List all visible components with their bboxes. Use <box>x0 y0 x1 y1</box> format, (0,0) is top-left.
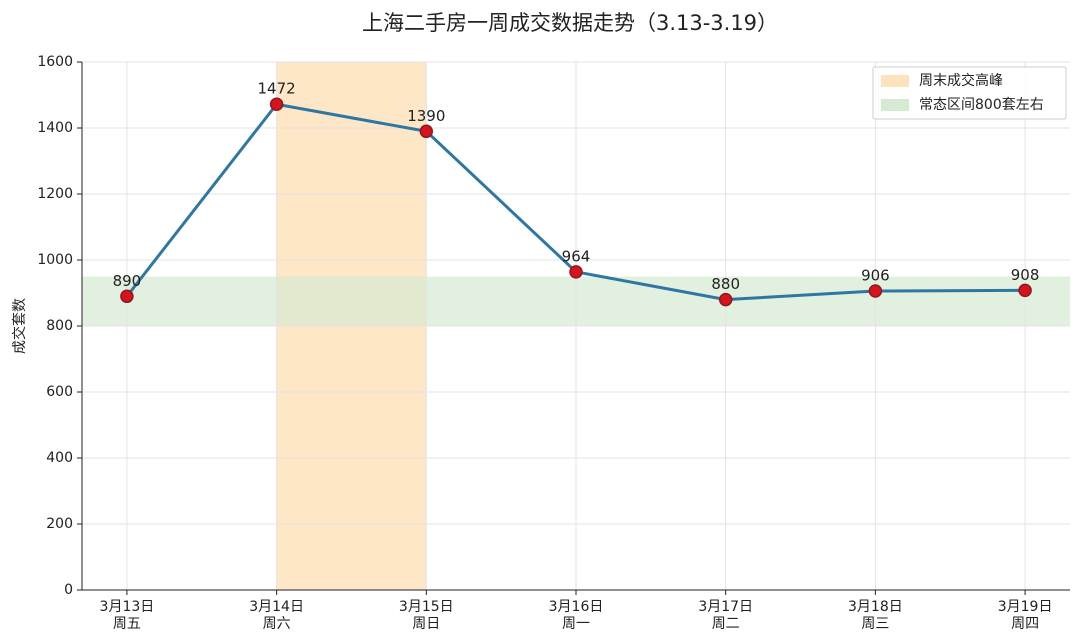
data-label: 906 <box>861 267 890 285</box>
legend-swatch <box>881 75 909 87</box>
x-tick-sublabel: 周三 <box>861 616 889 632</box>
legend-box <box>872 66 1067 120</box>
y-tick-label: 1200 <box>37 186 73 202</box>
y-tick-label: 1000 <box>37 252 73 268</box>
data-label: 1472 <box>258 80 296 98</box>
point <box>569 265 583 279</box>
point <box>718 292 733 307</box>
x-tick-label: 3月14日 <box>249 599 304 615</box>
data-label: 1390 <box>407 107 445 125</box>
data-label: 908 <box>1011 266 1040 284</box>
point <box>868 284 883 298</box>
x-tick-label: 3月17日 <box>698 599 753 615</box>
legend-swatch <box>881 99 909 111</box>
x-tick-sublabel: 周二 <box>712 616 740 632</box>
y-tick-label: 1400 <box>37 120 73 136</box>
data-label: 880 <box>711 275 740 293</box>
point <box>120 289 134 304</box>
x-tick-label: 3月18日 <box>848 599 903 615</box>
y-tick-label: 200 <box>46 516 73 532</box>
x-tick-label: 3月16日 <box>549 599 604 615</box>
point <box>419 124 434 139</box>
y-tick-label: 800 <box>46 318 73 334</box>
y-tick-label: 0 <box>64 582 73 598</box>
x-tick-sublabel: 周五 <box>113 616 141 632</box>
x-tick-sublabel: 周四 <box>1011 616 1039 632</box>
y-axis-label: 成交套数 <box>11 298 28 354</box>
legend-label: 常态区间800套左右 <box>919 97 1044 113</box>
chart-title: 上海二手房一周成交数据走势（3.13-3.19） <box>362 11 778 35</box>
legend-label: 周末成交高峰 <box>919 72 1003 89</box>
point <box>1018 283 1032 298</box>
x-tick-label: 3月13日 <box>100 599 155 615</box>
point <box>269 97 284 111</box>
data-label: 890 <box>113 272 142 290</box>
data-label: 964 <box>562 247 591 265</box>
y-tick-label: 400 <box>46 450 73 466</box>
x-tick-sublabel: 周六 <box>263 616 291 632</box>
x-tick-sublabel: 周一 <box>562 616 590 632</box>
y-tick-label: 600 <box>46 384 73 400</box>
x-tick-label: 3月19日 <box>998 599 1053 615</box>
x-tick-label: 3月15日 <box>399 599 454 615</box>
x-tick-sublabel: 周日 <box>412 616 440 632</box>
y-tick-label: 1600 <box>37 54 73 70</box>
